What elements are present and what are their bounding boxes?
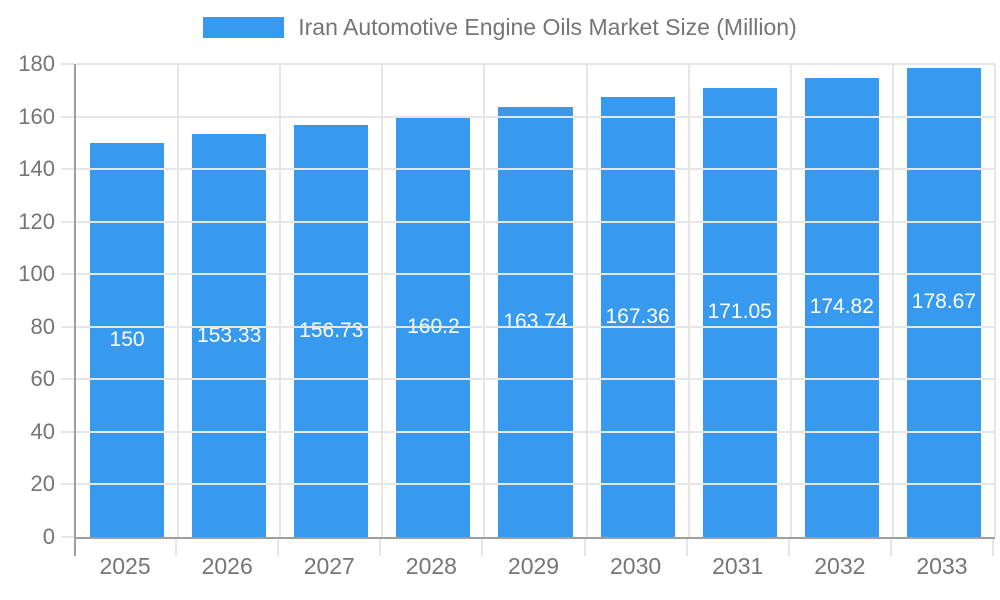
x-axis-labels: 2025 2026 2027 2028 2029 2030 2031 2032 2033 [74,553,993,580]
x-tick-label: 2031 [712,553,764,579]
v-gridline [279,64,282,537]
x-axis-tick [685,539,688,556]
bar-slot: 178.67 [893,64,995,537]
bar[interactable]: 174.82 [804,77,879,537]
bar-slot: 163.74 [484,64,586,537]
v-gridline [891,64,894,537]
h-gridline [76,325,995,328]
bar-value-label: 178.67 [911,290,977,314]
x-axis-ticks [74,539,994,556]
y-axis-ticks [61,63,74,538]
y-tick-label: 20 [30,471,55,497]
y-axis-labels: 0 20 40 60 80 100 120 140 160 180 [0,51,55,549]
v-gridline [177,64,180,537]
bar-slot: 160.2 [382,64,484,537]
v-gridline [687,64,690,537]
x-axis-tick [992,539,994,556]
bar-slot: 167.36 [587,64,689,537]
h-gridline [76,220,995,223]
x-axis-tick [481,539,484,556]
y-axis-line-extension [74,539,76,556]
x-tick-label: 2028 [405,553,457,579]
y-tick-label: 80 [30,313,55,339]
y-tick-label: 120 [18,208,55,234]
h-gridline [76,115,995,118]
x-tick-label: 2030 [610,553,662,579]
y-tick-label: 60 [30,366,55,392]
x-tick-label: 2029 [507,553,560,579]
x-axis-tick [889,539,892,556]
x-axis-tick [175,539,178,556]
x-axis-tick [787,539,790,556]
bar[interactable]: 153.33 [192,134,267,537]
h-gridline [76,483,995,486]
h-gridline [76,168,995,171]
y-tick-label: 40 [30,418,55,444]
x-tick-label: 2026 [201,553,253,579]
y-tick-label: 100 [18,261,55,287]
x-tick-label: 2025 [99,553,151,579]
h-gridline [76,273,995,276]
y-axis-tick [61,63,74,65]
x-tick-label: 2033 [916,553,968,579]
x-axis-tick [379,539,382,556]
bar[interactable]: 156.73 [294,125,369,537]
y-axis-tick [61,220,74,223]
y-tick-label: 160 [18,103,55,129]
y-tick-label: 140 [18,156,55,182]
bar-slot: 156.73 [280,64,382,537]
bar[interactable]: 167.36 [600,97,675,537]
h-gridline [76,63,995,65]
x-axis-tick [583,539,586,556]
y-axis-tick [61,430,74,433]
v-gridline [381,64,384,537]
bar[interactable]: 171.05 [702,87,777,537]
bar-value-label: 150 [109,327,145,351]
v-gridline [483,64,486,537]
bar-value-label: 163.74 [503,309,568,333]
x-axis-tick [277,539,280,556]
y-tick-label: 0 [42,524,55,549]
legend-swatch-icon [203,17,285,38]
y-axis-tick [61,273,74,276]
bar-slot: 153.33 [178,64,280,537]
bar-value-label: 156.73 [299,319,364,343]
bar[interactable]: 178.67 [906,67,981,537]
bars-layer: 150 153.33 156.73 160.2 163.74 167.36 171.05 17… [76,64,995,537]
x-tick-label: 2027 [303,553,355,579]
y-axis-tick [61,378,74,381]
legend[interactable]: Iran Automotive Engine Oils Market Size … [0,14,1000,41]
bar-value-label: 171.05 [707,300,772,324]
bar-slot: 150 [76,64,178,537]
y-axis-tick [61,483,74,486]
y-axis-tick [61,536,74,538]
v-gridline [994,64,996,537]
bar-slot: 171.05 [689,64,791,537]
chart-title: Iran Automotive Engine Oils Market Size … [298,14,797,40]
bar-value-label: 174.82 [809,295,874,319]
x-tick-label: 2032 [814,553,866,579]
v-gridline [585,64,588,537]
plot-area: 150 153.33 156.73 160.2 163.74 167.36 171.05 17… [74,63,996,539]
bar[interactable]: 163.74 [498,106,573,537]
bar-slot: 174.82 [791,64,893,537]
y-axis-tick [61,325,74,328]
y-tick-label: 180 [18,51,55,76]
bar[interactable]: 150 [90,142,165,537]
bar-value-label: 167.36 [605,305,670,329]
y-axis-tick [61,168,74,171]
y-axis-tick [61,115,74,118]
v-gridline [789,64,792,537]
bar-value-label: 153.33 [197,323,262,347]
h-gridline [76,430,995,433]
h-gridline [76,378,995,381]
